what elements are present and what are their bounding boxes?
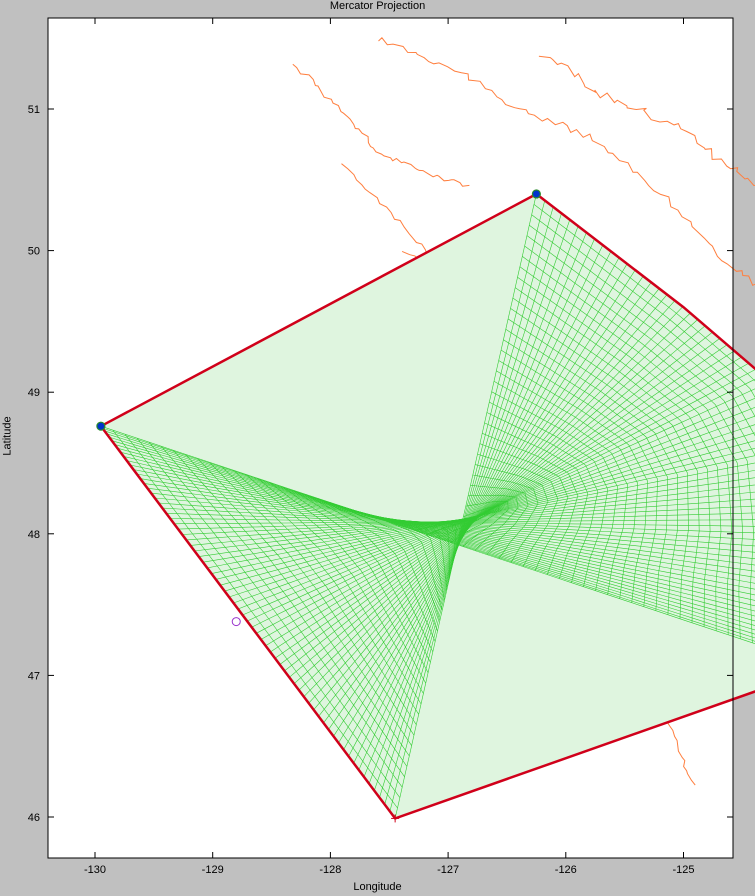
y-axis-ticks: 46 47 48 49 50 51 [28, 104, 733, 824]
x-tick-label: -127 [437, 864, 459, 876]
grid-line-v [173, 450, 410, 757]
grid-line-v [329, 502, 441, 621]
grid-line-v [507, 318, 689, 619]
grid-line-v [245, 474, 424, 694]
y-tick-label: 50 [28, 246, 40, 258]
y-tick-label: 51 [28, 104, 40, 116]
corner-marker [531, 189, 541, 199]
grid-line-v [531, 214, 755, 398]
grid-line-v [378, 518, 450, 579]
grid-line-v [512, 297, 711, 627]
boundary-line [99, 192, 755, 820]
grid-line-v [505, 329, 678, 615]
grid-line-v [522, 256, 754, 643]
grid-line-v [233, 470, 422, 705]
grid-line-v [366, 514, 448, 590]
grid-line-v [472, 474, 539, 559]
grid-line-v [185, 454, 412, 746]
grid-line-v [529, 224, 755, 417]
grid-line-v [305, 494, 436, 642]
grid-line-v [414, 517, 474, 548]
grid-line-v [493, 381, 629, 595]
grid-line-v [209, 462, 417, 725]
grid-line-v [489, 401, 609, 587]
coastline-inlets [538, 55, 755, 187]
grid-line-v [462, 500, 509, 547]
grid-line-v [524, 245, 755, 456]
x-tick-label: -130 [84, 864, 106, 876]
grid-line-v [160, 446, 408, 767]
y-tick-label: 49 [28, 387, 40, 399]
grid-line-v [148, 442, 405, 777]
corner-markers [96, 189, 541, 823]
x-tick-label: -125 [672, 864, 694, 876]
y-tick-label: 48 [28, 529, 40, 541]
y-tick-label: 47 [28, 670, 40, 682]
grid-line-v [317, 498, 438, 632]
grid-line-v [124, 434, 401, 798]
grid-line-v [519, 266, 744, 639]
axes-frame [47, 17, 734, 859]
grid-line-v [450, 505, 500, 543]
grid-line-v [281, 486, 431, 663]
grid-line-v [503, 339, 668, 611]
side-marker [231, 617, 241, 627]
grid-line-v [498, 360, 648, 603]
y-tick-label: 46 [28, 812, 40, 824]
grid-line-v [526, 235, 755, 437]
grid-line-v [475, 464, 549, 563]
grid-line-v [112, 430, 398, 809]
grid-line-v [496, 370, 638, 599]
grid-line-v [486, 412, 599, 583]
grid-line-v [468, 494, 519, 551]
grid-line-v [269, 482, 429, 673]
plot-title: Mercator Projection [329, 0, 426, 12]
grid-line-v [479, 443, 569, 571]
coastline-north [292, 63, 470, 187]
grid-line-v [136, 438, 403, 788]
grid-line-v [482, 433, 579, 575]
grid-line-v [500, 349, 658, 607]
grid-line-v [491, 391, 619, 591]
grid-line-v [477, 453, 559, 567]
x-tick-label: -126 [555, 864, 577, 876]
grid-line-v [515, 287, 722, 631]
grid-line-v [257, 478, 426, 684]
grid-line-v [484, 422, 589, 579]
grid-line-v [342, 506, 443, 611]
curvilinear-grid [100, 193, 755, 819]
x-axis-label: Longitude [353, 881, 402, 893]
grid-fill [100, 194, 755, 819]
corner-marker [96, 421, 106, 431]
grid-line-v [533, 204, 755, 382]
grid-line-v [517, 276, 733, 635]
grid-line-v [293, 490, 434, 653]
grid-boundary [99, 192, 755, 820]
grid-line-v [438, 509, 492, 539]
grid-line-v [221, 466, 419, 715]
x-tick-label: -129 [202, 864, 224, 876]
grid-line-v [510, 308, 700, 623]
grid-line-v [470, 485, 529, 555]
coastline-mainland [378, 37, 755, 286]
x-axis-ticks: -130-129-128-127-126-125-124 [84, 18, 695, 876]
grid-line-v [390, 521, 457, 569]
x-tick-label: -128 [319, 864, 341, 876]
y-axis-label: Latitude [1, 416, 14, 456]
grid-line-v [197, 458, 415, 736]
grid-line-v [402, 519, 465, 559]
